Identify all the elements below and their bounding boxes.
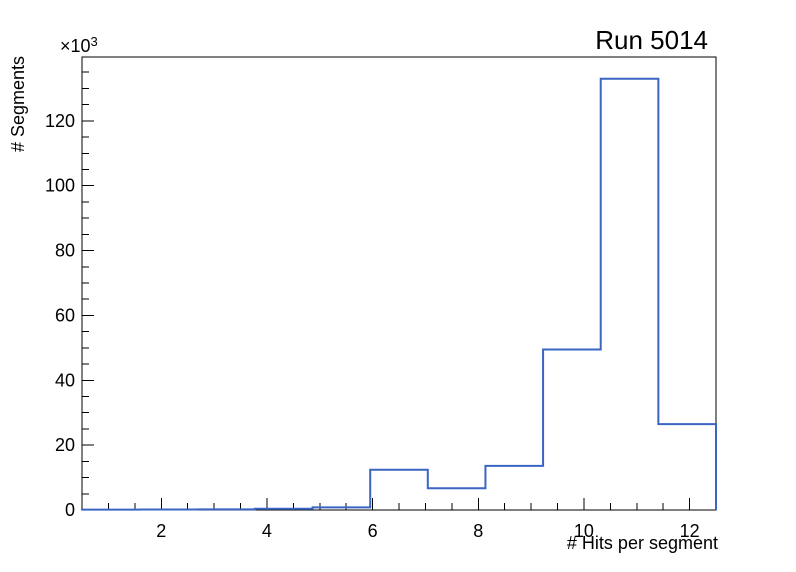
x-tick-label: 8 (473, 521, 483, 541)
y-tick-label: 0 (65, 500, 75, 520)
x-tick-label: 10 (574, 521, 594, 541)
y-tick-label: 100 (45, 176, 75, 196)
plot-frame (81, 56, 717, 511)
x-tick-label: 2 (156, 521, 166, 541)
histogram-line (81, 77, 717, 511)
y-tick-label: 120 (45, 111, 75, 131)
power-label-base: ×10 (60, 36, 91, 56)
x-tick-label: 12 (680, 521, 700, 541)
y-tick-label: 80 (55, 241, 75, 261)
plot-title: Run 5014 (595, 25, 708, 55)
y-axis-title: # Segments (8, 55, 28, 152)
y-tick-label: 60 (55, 305, 75, 325)
x-axis-title: # Hits per segment (566, 533, 718, 553)
x-tick-label: 6 (368, 521, 378, 541)
y-tick-label: 20 (55, 435, 75, 455)
x-tick-label: 4 (262, 521, 272, 541)
y-axis-power-label: ×103 (60, 34, 98, 57)
power-label-exponent: 3 (90, 34, 98, 49)
y-tick-label: 40 (55, 370, 75, 390)
